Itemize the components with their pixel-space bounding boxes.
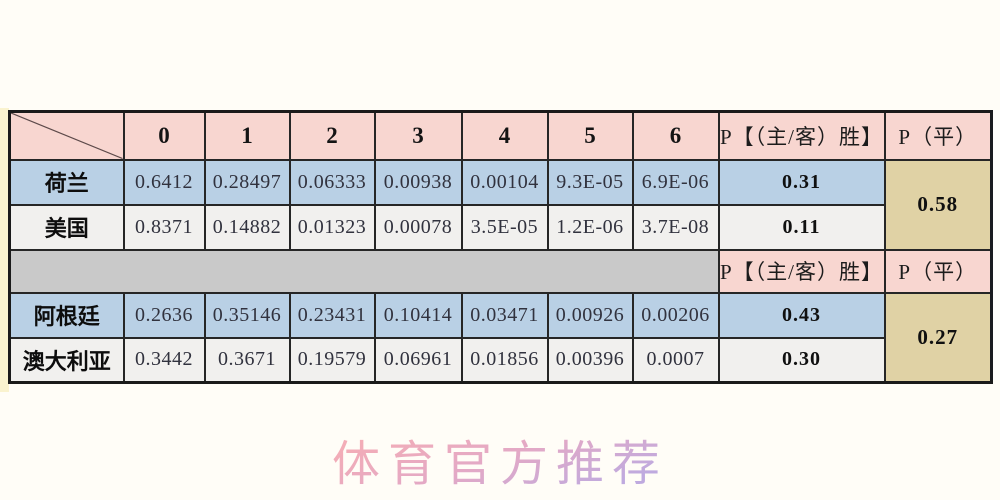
probability-cell: 0.00926 <box>546 291 634 339</box>
probability-cell: 1.2E-06 <box>546 203 634 251</box>
column-header-1: 1 <box>203 110 291 161</box>
probability-cell: 0.23431 <box>288 291 376 339</box>
probability-cell: 0.6412 <box>122 158 206 206</box>
probability-cell: 3.5E-05 <box>460 203 549 251</box>
probability-cell: 3.7E-08 <box>631 203 720 251</box>
probability-cell: 0.00206 <box>631 291 720 339</box>
probability-cell: 0.28497 <box>203 158 291 206</box>
column-header-3: 3 <box>373 110 463 161</box>
probability-cell: 0.3671 <box>203 336 291 384</box>
team-name: 荷兰 <box>8 158 125 206</box>
p-win-value: 0.31 <box>717 158 886 206</box>
team-name: 澳大利亚 <box>8 336 125 384</box>
p-win-value: 0.30 <box>717 336 886 384</box>
probability-cell: 0.0007 <box>631 336 720 384</box>
probability-cell: 0.06961 <box>373 336 463 384</box>
p-win-value: 0.43 <box>717 291 886 339</box>
column-header-4: 4 <box>460 110 549 161</box>
table-row-australia: 澳大利亚 0.3442 0.3671 0.19579 0.06961 0.018… <box>8 336 992 384</box>
left-edge-strip <box>0 108 9 392</box>
probability-cell: 0.8371 <box>122 203 206 251</box>
p-win-header-2: P【（主/客）胜】 <box>717 248 886 294</box>
p-draw-value: 0.58 <box>883 158 993 251</box>
team-name: 阿根廷 <box>8 291 125 339</box>
column-header-5: 5 <box>546 110 634 161</box>
probability-cell: 0.00396 <box>546 336 634 384</box>
p-draw-value: 0.27 <box>883 291 993 384</box>
p-win-header: P【（主/客）胜】 <box>717 110 886 161</box>
probability-cell: 0.01856 <box>460 336 549 384</box>
team-name: 美国 <box>8 203 125 251</box>
table-row-netherlands: 荷兰 0.6412 0.28497 0.06333 0.00938 0.0010… <box>8 158 993 251</box>
watermark-text: 体育官方推荐 <box>332 424 668 494</box>
table-row-argentina: 阿根廷 0.2636 0.35146 0.23431 0.10414 0.034… <box>8 291 993 384</box>
table-row-usa: 美国 0.8371 0.14882 0.01323 0.00078 3.5E-0… <box>8 203 992 251</box>
probability-cell: 9.3E-05 <box>546 158 634 206</box>
probability-cell: 0.00078 <box>373 203 463 251</box>
probability-cell: 6.9E-06 <box>631 158 720 206</box>
divider-cell <box>8 248 720 294</box>
column-header-6: 6 <box>631 110 720 161</box>
p-win-value: 0.11 <box>717 203 886 251</box>
probability-cell: 0.3442 <box>122 336 206 384</box>
corner-cell <box>8 110 125 161</box>
probability-cell: 0.10414 <box>373 291 463 339</box>
p-draw-header: P（平） <box>883 110 993 161</box>
probability-cell: 0.2636 <box>122 291 206 339</box>
column-header-0: 0 <box>122 110 206 161</box>
probability-cell: 0.06333 <box>288 158 376 206</box>
divider-row: P【（主/客）胜】 P（平） <box>8 248 993 294</box>
probability-cell: 0.00104 <box>460 158 549 206</box>
probability-cell: 0.01323 <box>288 203 376 251</box>
probability-cell: 0.00938 <box>373 158 463 206</box>
probability-cell: 0.14882 <box>203 203 291 251</box>
diagonal-line <box>11 113 123 159</box>
probability-table: 0 1 2 3 4 5 6 P【（主/客）胜】 P（平） 荷兰 0.6412 0… <box>8 110 993 384</box>
probability-cell: 0.35146 <box>203 291 291 339</box>
column-header-2: 2 <box>288 110 376 161</box>
header-row: 0 1 2 3 4 5 6 P【（主/客）胜】 P（平） <box>8 110 993 161</box>
p-draw-header-2: P（平） <box>883 248 993 294</box>
probability-cell: 0.19579 <box>288 336 376 384</box>
probability-cell: 0.03471 <box>460 291 549 339</box>
